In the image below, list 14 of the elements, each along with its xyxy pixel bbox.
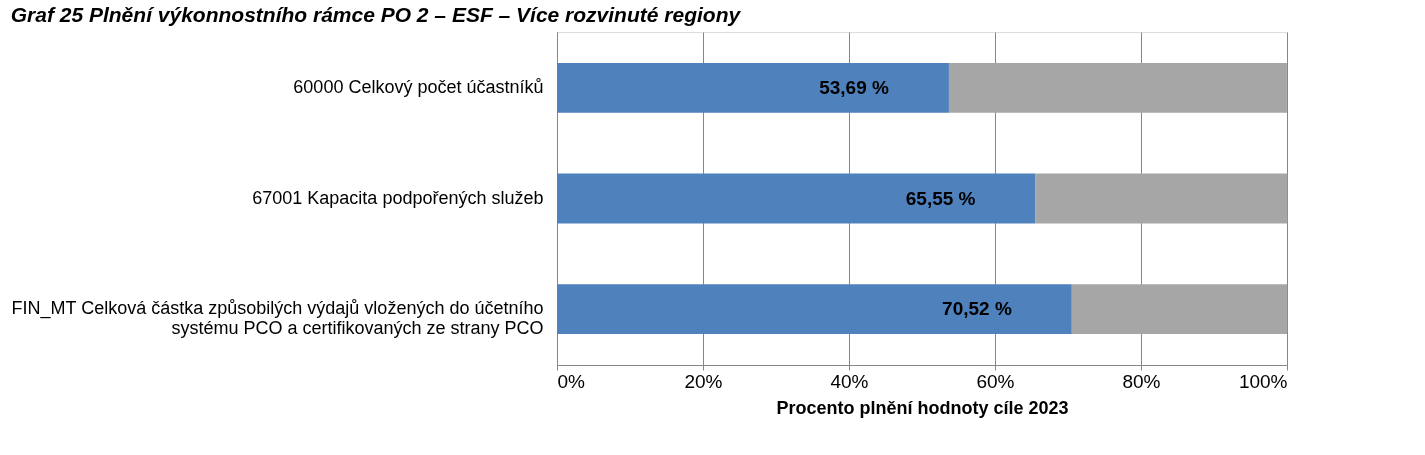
y-tick-label: 67001 Kapacita podpořených služeb [252, 187, 544, 208]
x-axis-title: Procento plnění hodnoty cíle 2023 [776, 397, 1069, 418]
x-tick-label: 40% [830, 370, 869, 392]
y-tick-label: FIN_MT Celková částka způsobilých výdajů vložených do účetního systému PCO a certifikovaných ze strany PCO [11, 298, 544, 339]
data-label: 53,69 % [819, 76, 890, 98]
y-tick-label: 60000 Celkový počet účastníků [293, 76, 544, 97]
x-tick-label: 0% [557, 370, 586, 392]
data-label: 65,55 % [905, 187, 976, 209]
text: Graf 25 Plnění výkonnostního rámce PO 2 – ESF – Více rozvinuté regiony [10, 3, 742, 26]
x-tick-label: 60% [976, 370, 1015, 392]
data-label: 70,52 % [942, 298, 1012, 320]
x-tick-label: 100% [1238, 370, 1288, 392]
x-tick-label: 20% [684, 370, 723, 392]
x-tick-label: 80% [1122, 370, 1161, 392]
